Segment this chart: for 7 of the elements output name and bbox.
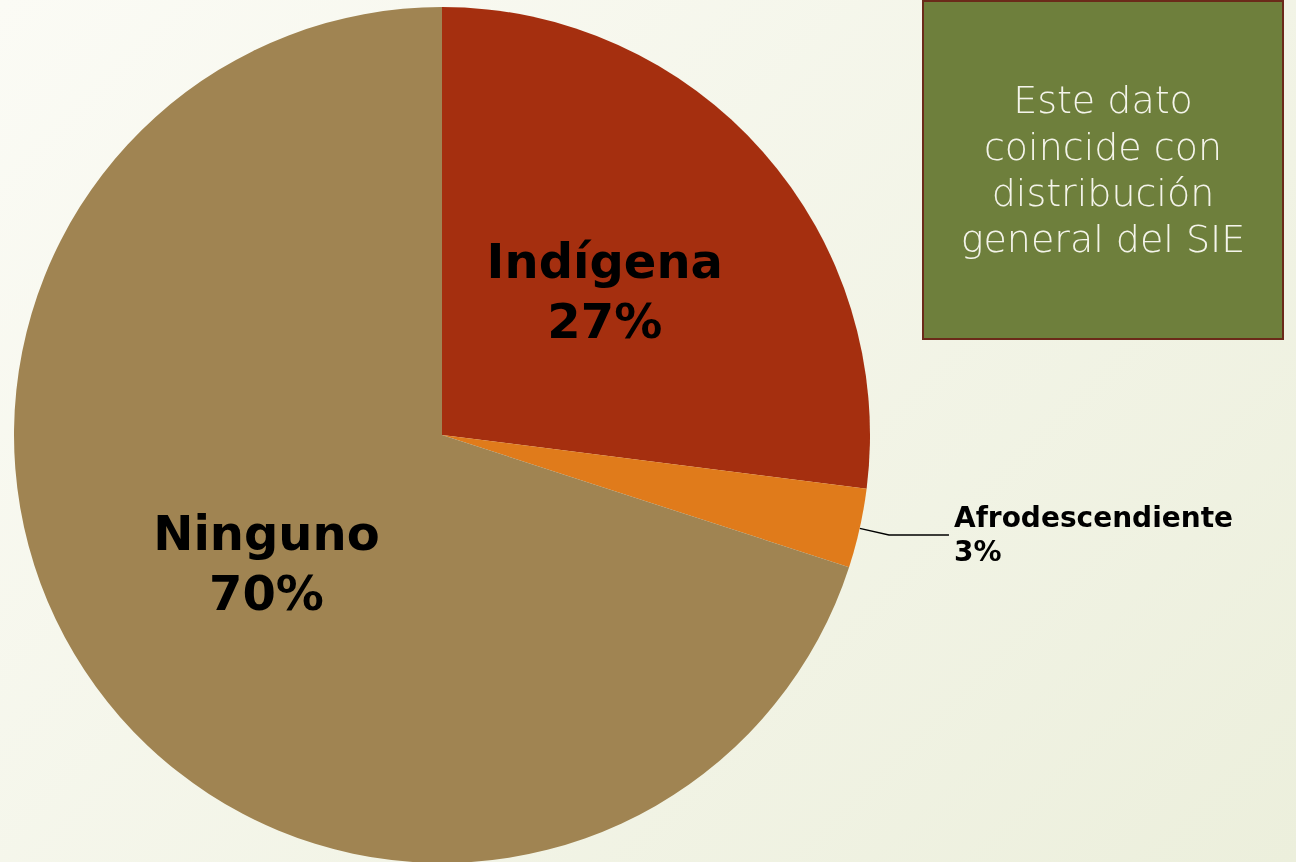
slice-label: Ninguno — [153, 504, 380, 561]
data-label: 27% — [547, 293, 663, 350]
slice-label: Afrodescendiente — [953, 501, 1234, 535]
slice-label: Indígena — [486, 233, 723, 290]
text: Este dato coincide con distribución general del SIE — [922, 0, 1284, 340]
data-label: 70% — [209, 564, 324, 621]
data-label: 3% — [953, 535, 1002, 569]
